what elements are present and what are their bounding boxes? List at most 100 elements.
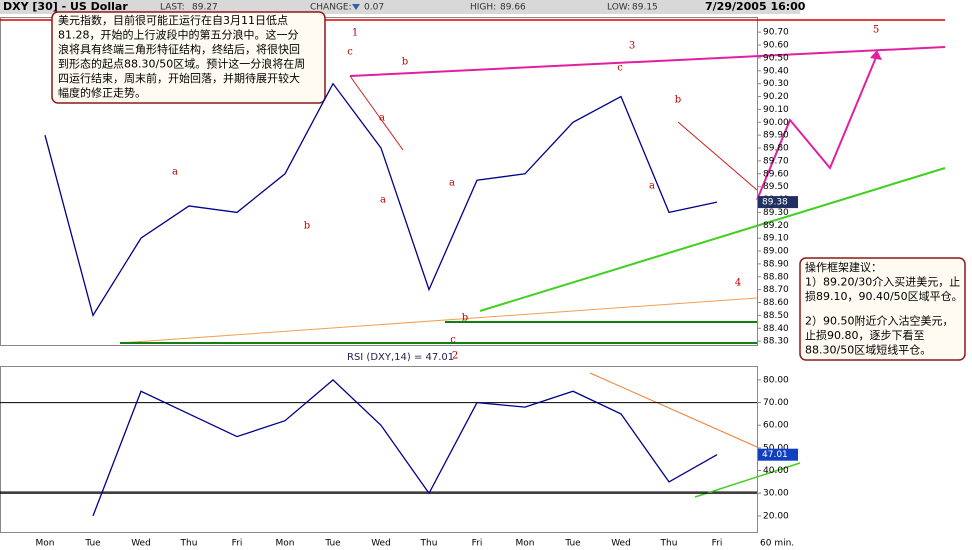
y-tick-label: 88.30 (763, 337, 789, 347)
low-label: LOW: (607, 3, 630, 13)
y-tick-label: 89.90 (763, 131, 789, 141)
advice-line: 88.30/50区域短线平仓。 (805, 343, 931, 357)
header-bar (0, 0, 800, 14)
advice-line: 操作框架建议： (805, 260, 882, 274)
wave-label: a (172, 167, 178, 178)
wedge-a (349, 75, 404, 151)
y-tick-label: 89.30 (763, 208, 789, 218)
trend-lower (479, 167, 946, 312)
low-value: 89.15 (632, 3, 658, 13)
wave-label: a (380, 195, 386, 206)
last-value-label: 47.01 (762, 450, 788, 460)
wedge-b (677, 121, 758, 191)
annotation-line: 四运行结束，周末前，开始回落，并期待展开较大 (58, 71, 300, 85)
series-line (92, 379, 718, 517)
y-tick-label: 30.00 (763, 489, 789, 499)
x-unit: 60 min. (760, 539, 794, 549)
y-tick-label: 88.80 (763, 272, 789, 282)
change-label: CHANGE: (310, 3, 352, 13)
y-tick-label: 88.70 (763, 285, 789, 295)
advice-box (799, 257, 966, 361)
wave-label: b (462, 313, 468, 324)
wave-label: a (649, 181, 655, 192)
x-tick-label: Mon (516, 539, 535, 549)
trend-orange (119, 297, 758, 344)
wave-label: 1 (352, 28, 358, 39)
change-value: 0.07 (364, 3, 384, 13)
rsi-trend (589, 372, 758, 448)
x-tick-label: Wed (131, 539, 151, 549)
y-tick-label: 89.10 (763, 234, 789, 244)
x-tick-label: Tue (564, 539, 581, 549)
y-tick-label: 20.00 (763, 511, 789, 521)
y-tick-label: 90.20 (763, 92, 789, 102)
y-tick-label: 90.10 (763, 105, 789, 115)
last-label: LAST: (160, 3, 185, 13)
x-tick-label: Tue (84, 539, 101, 549)
rsi-support (694, 462, 801, 498)
x-tick-label: Mon (276, 539, 295, 549)
advice-line: 1）89.20/30介入买进美元，止 (805, 276, 960, 289)
advice-line: 2）90.50附近介入沽空美元， (805, 314, 954, 328)
x-tick-label: Fri (472, 539, 483, 549)
wave-label: c (450, 335, 456, 346)
high-label: HIGH: (470, 3, 496, 13)
y-tick-label: 88.60 (763, 298, 789, 308)
projection (756, 54, 878, 201)
y-tick-label: 88.90 (763, 259, 789, 269)
y-tick-label: 90.50 (763, 53, 789, 63)
y-tick-label: 89.50 (763, 182, 789, 192)
wave-label: 3 (629, 41, 635, 52)
down-arrow (352, 4, 360, 10)
annotation-line: 浪将具有终端三角形特征结构，终结后，将很快回 (58, 42, 300, 56)
annotation-line: 81.28，开始的上行波段中的第五分浪中。这一分 (58, 28, 299, 42)
annotation-line: 幅度的修正走势。 (58, 86, 146, 100)
wave-label: 4 (735, 278, 741, 289)
wave-label: b (675, 95, 681, 106)
y-tick-label: 88.50 (763, 311, 789, 321)
annotation-line: 到形态的起点88.30/50区域。预计这一分浪将在周 (58, 57, 305, 71)
header-title: DXY [30] - US Dollar (3, 0, 128, 13)
y-tick-label: 60.00 (763, 421, 789, 431)
y-tick-label: 50.00 (763, 443, 789, 453)
x-tick-label: Wed (371, 539, 391, 549)
series-line (44, 82, 718, 318)
x-tick-label: Fri (712, 539, 723, 549)
y-tick-label: 90.70 (763, 28, 789, 38)
last-value-box (758, 196, 798, 209)
wave-label: b (402, 57, 408, 68)
x-tick-label: Mon (36, 539, 55, 549)
price-frame (0, 17, 758, 346)
y-tick-label: 88.40 (763, 324, 789, 334)
wave-label: c (617, 63, 623, 74)
y-tick-label: 90.00 (763, 118, 789, 128)
wave-label: b (304, 221, 310, 232)
wave-label: 2 (452, 351, 458, 362)
last-value-label: 89.38 (762, 198, 788, 208)
y-tick-label: 70.00 (763, 398, 789, 408)
header: DXY [30] - US Dollar LAST: 89.27 CHANGE:… (3, 0, 806, 13)
y-tick-label: 40.00 (763, 466, 789, 476)
x-tick-label: Tue (324, 539, 341, 549)
x-tick-label: Thu (180, 539, 198, 549)
panel-title: RSI (DXY,14) = 47.01 (347, 352, 454, 363)
last-value: 89.27 (192, 3, 218, 13)
x-tick-label: Fri (232, 539, 243, 549)
wave-label: c (347, 47, 353, 58)
advice-line: 损89.10，90.40/50区域平仓。 (805, 289, 963, 303)
x-tick-label: Thu (660, 539, 678, 549)
y-tick-label: 89.60 (763, 169, 789, 179)
annotation-box (51, 11, 326, 104)
x-tick-label: Thu (420, 539, 438, 549)
last-value-box (758, 448, 798, 461)
trend-upper (349, 46, 946, 77)
annotation-line: 美元指数，目前很可能正运行在自3月11日低点 (58, 13, 288, 27)
y-tick-label: 90.30 (763, 79, 789, 89)
y-tick-label: 89.80 (763, 144, 789, 154)
advice-line: 止损90.80，逐步下看至 (805, 328, 925, 342)
rsi-frame (0, 366, 758, 533)
y-tick-label: 89.00 (763, 247, 789, 257)
y-tick-label: 90.40 (763, 66, 789, 76)
